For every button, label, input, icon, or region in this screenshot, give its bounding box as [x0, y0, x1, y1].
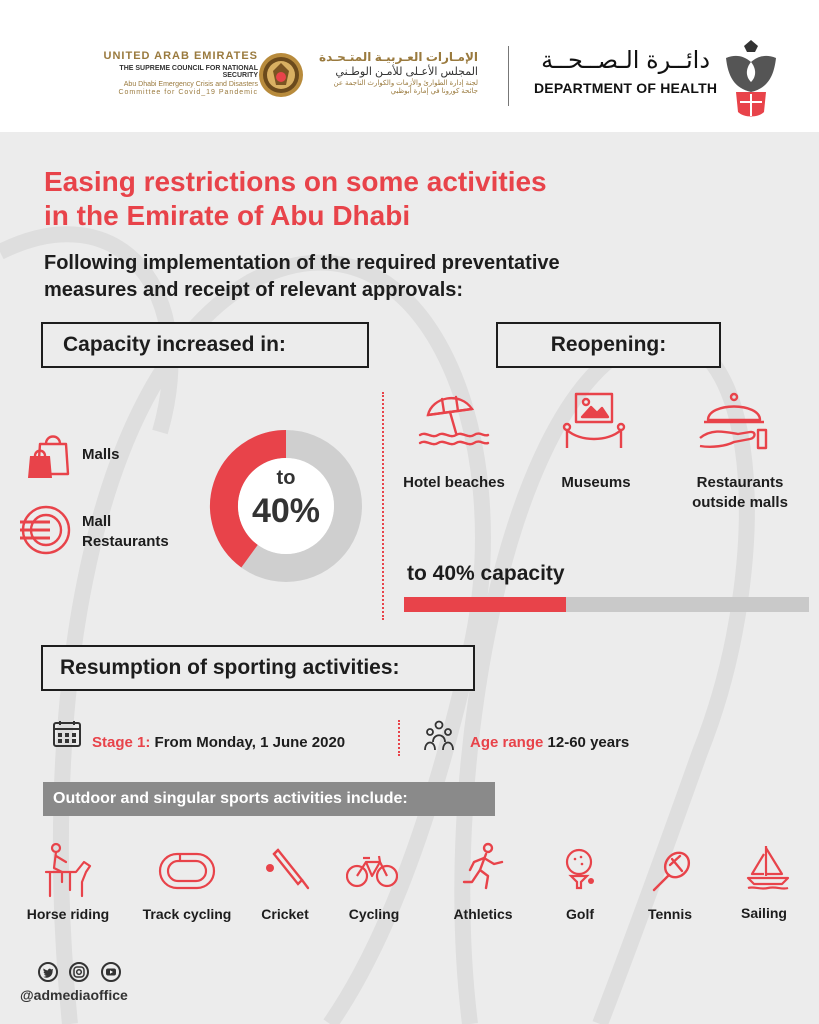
committee-line2-ar: جائحة كورونا في إمارة أبوظبي [390, 88, 478, 95]
horse-riding-label: Horse riding [26, 906, 110, 922]
restaurants-outside-line1: Restaurants [696, 474, 784, 491]
social-handle[interactable]: @admediaoffice [20, 987, 128, 1003]
capacity-bar-label: to 40% capacity [407, 562, 565, 585]
plate-fork-icon [20, 505, 71, 555]
mall-restaurants-line2: Restaurants [82, 533, 169, 550]
section-divider [382, 392, 384, 620]
donut-prefix: to [276, 467, 296, 489]
donut-hole [238, 458, 334, 554]
shopping-bags-icon [28, 435, 70, 478]
people-group-icon [424, 720, 454, 751]
instagram-icon[interactable] [69, 962, 89, 982]
stage-label: Stage 1: [92, 734, 151, 751]
outdoor-activities-banner: Outdoor and singular sports activities i… [43, 782, 495, 816]
twitter-icon[interactable] [38, 962, 58, 982]
sailing-label: Sailing [741, 905, 787, 921]
committee-line1: Abu Dhabi Emergency Crisis and Disasters [123, 81, 258, 88]
cycling-label: Cycling [348, 906, 400, 922]
museums-label: Museums [561, 474, 631, 491]
capacity-bar-track [404, 597, 809, 612]
committee-line2: Committee for Covid_19 Pandemic [118, 89, 258, 96]
mall-restaurants-label: Mall Restaurants [82, 512, 169, 552]
museum-frame-icon [562, 392, 626, 448]
mall-restaurants-line1: Mall [82, 513, 112, 530]
cricket-label: Cricket [261, 906, 309, 922]
title-line1: Easing restrictions on some activities [44, 166, 547, 197]
stage-info: Stage 1: From Monday, 1 June 2020 [92, 734, 345, 751]
header-divider [508, 46, 509, 106]
subtitle-line1: Following implementation of the required… [44, 252, 560, 274]
golf-label: Golf [566, 906, 594, 922]
title-line2: in the Emirate of Abu Dhabi [44, 200, 411, 231]
uae-name-ar: الإمـارات العـربيـة المتـحـدة [318, 50, 478, 64]
donut-fill-arc [210, 430, 287, 568]
page-subtitle: Following implementation of the required… [44, 250, 744, 304]
page-title: Easing restrictions on some activities i… [44, 165, 744, 233]
tennis-racket-icon [652, 851, 691, 892]
uae-council-english: UNITED ARAB EMIRATES THE SUPREME COUNCIL… [86, 50, 258, 96]
uae-name: UNITED ARAB EMIRATES [103, 50, 258, 62]
cricket-bat-icon [266, 848, 310, 890]
doh-name-arabic: دائــرة الـصــحــة [541, 47, 710, 74]
athletics-label: Athletics [453, 906, 513, 922]
reopening-heading: Reopening: [496, 322, 721, 368]
restaurants-outside-line2: outside malls [692, 494, 788, 511]
age-info: Age range 12-60 years [470, 734, 629, 751]
malls-label: Malls [82, 446, 120, 463]
capacity-heading: Capacity increased in: [41, 322, 369, 368]
hotel-beaches-label: Hotel beaches [403, 474, 505, 491]
age-text: 12-60 years [547, 734, 630, 751]
beach-umbrella-icon [418, 395, 490, 446]
doh-name-english: DEPARTMENT OF HEALTH [534, 80, 718, 96]
donut-value: 40% [251, 492, 321, 530]
age-label: Age range [470, 734, 544, 751]
committee-line1-ar: لجنة إدارة الطوارئ والأزمات والكوارث الن… [333, 80, 478, 87]
tennis-label: Tennis [647, 906, 693, 922]
track-cycling-icon [158, 852, 216, 890]
golf-ball-icon [565, 848, 594, 890]
capacity-donut-chart [210, 430, 362, 582]
restaurants-outside-label: Restaurants outside malls [678, 473, 802, 513]
cloche-serving-icon [699, 392, 768, 450]
info-divider [398, 720, 400, 756]
horse-riding-icon [44, 842, 92, 898]
track-cycling-label: Track cycling [142, 906, 232, 922]
youtube-icon[interactable] [101, 962, 121, 982]
header [0, 0, 819, 132]
stage-text: From Monday, 1 June 2020 [154, 734, 346, 751]
sailboat-icon [746, 846, 790, 890]
running-icon [462, 842, 504, 890]
sports-heading: Resumption of sporting activities: [41, 645, 475, 691]
uae-council-arabic: الإمـارات العـربيـة المتـحـدة المجلس الأ… [310, 50, 478, 95]
abu-dhabi-falcon-emblem-icon [726, 40, 776, 117]
uae-emblem-seal-icon [259, 53, 303, 97]
council-name-ar: المجلس الأعـلى للأمـن الوطـني [335, 66, 478, 78]
subtitle-line2: measures and receipt of relevant approva… [44, 279, 464, 301]
bicycle-icon [346, 855, 398, 888]
calendar-icon [53, 721, 81, 747]
council-name: THE SUPREME COUNCIL FOR NATIONAL SECURIT… [119, 65, 258, 79]
capacity-bar-fill [404, 597, 566, 612]
